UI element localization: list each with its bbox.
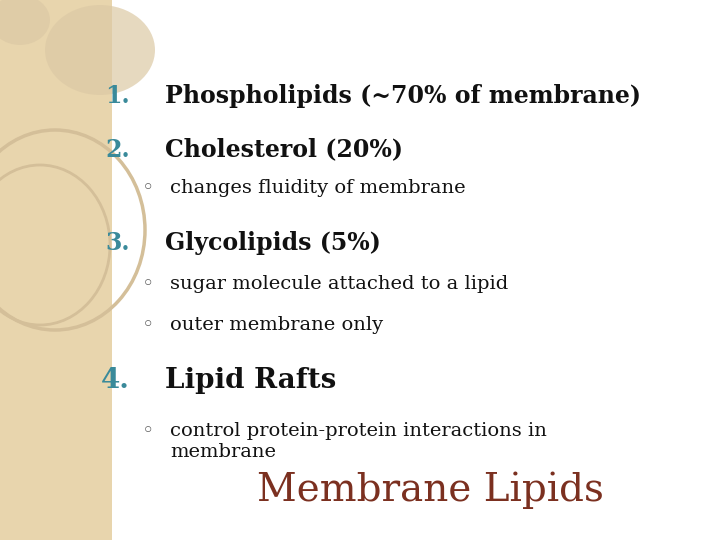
Text: Phospholipids (~70% of membrane): Phospholipids (~70% of membrane) bbox=[165, 84, 641, 107]
Ellipse shape bbox=[45, 5, 155, 95]
Text: changes fluidity of membrane: changes fluidity of membrane bbox=[170, 179, 466, 197]
Text: ◦: ◦ bbox=[142, 422, 154, 441]
Text: Glycolipids (5%): Glycolipids (5%) bbox=[165, 231, 381, 255]
Text: 1.: 1. bbox=[105, 84, 130, 107]
Ellipse shape bbox=[0, 0, 50, 45]
Bar bbox=[0, 0, 112, 540]
Text: control protein-protein interactions in
membrane: control protein-protein interactions in … bbox=[170, 422, 547, 461]
Text: ◦: ◦ bbox=[142, 275, 154, 294]
Text: 3.: 3. bbox=[106, 231, 130, 255]
Text: sugar molecule attached to a lipid: sugar molecule attached to a lipid bbox=[170, 275, 508, 293]
Text: ◦: ◦ bbox=[142, 316, 154, 335]
Text: 2.: 2. bbox=[105, 138, 130, 161]
Text: Membrane Lipids: Membrane Lipids bbox=[256, 471, 603, 509]
Text: outer membrane only: outer membrane only bbox=[170, 316, 383, 334]
Text: Cholesterol (20%): Cholesterol (20%) bbox=[165, 138, 403, 161]
Text: Lipid Rafts: Lipid Rafts bbox=[165, 367, 336, 394]
Text: ◦: ◦ bbox=[142, 179, 154, 198]
Text: 4.: 4. bbox=[101, 367, 130, 394]
